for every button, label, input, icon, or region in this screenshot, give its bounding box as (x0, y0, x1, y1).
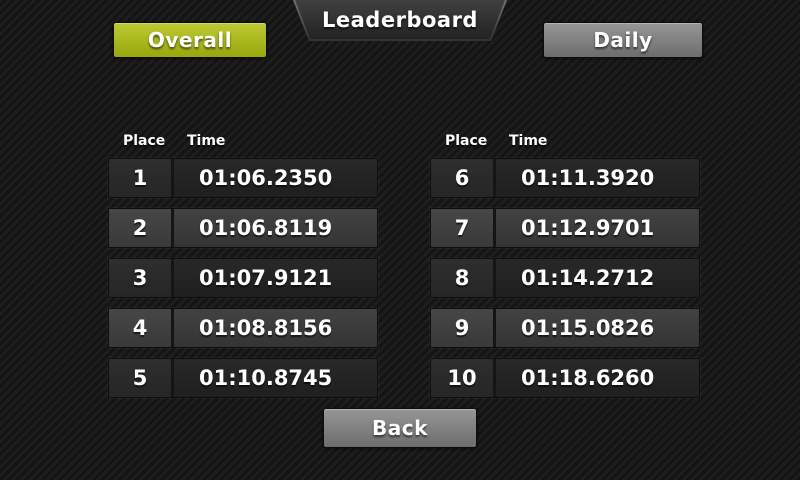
tab-daily[interactable]: Daily (543, 22, 703, 58)
place-cell: 5 (109, 359, 171, 397)
place-value: 9 (454, 316, 470, 340)
column-header: Place Time (108, 133, 378, 150)
time-value: 01:15.0826 (521, 316, 655, 340)
leaderboard-column-right: Place Time 6 01:11.3920 7 01:12.9701 8 0… (430, 133, 700, 408)
place-cell: 3 (109, 259, 171, 297)
time-value: 01:18.6260 (521, 366, 655, 390)
time-value: 01:14.2712 (521, 266, 655, 290)
place-value: 7 (454, 216, 470, 240)
place-cell: 10 (431, 359, 493, 397)
place-cell: 1 (109, 159, 171, 197)
time-value: 01:12.9701 (521, 216, 655, 240)
time-cell: 01:12.9701 (493, 209, 699, 247)
time-value: 01:07.9121 (199, 266, 333, 290)
time-header: Time (509, 133, 548, 149)
place-value: 10 (447, 366, 477, 390)
place-header: Place (123, 133, 166, 149)
leaderboard-row: 2 01:06.8119 (108, 208, 378, 248)
time-cell: 01:15.0826 (493, 309, 699, 347)
time-value: 01:06.8119 (199, 216, 333, 240)
leaderboard-row: 1 01:06.2350 (108, 158, 378, 198)
time-cell: 01:07.9121 (171, 259, 377, 297)
place-cell: 7 (431, 209, 493, 247)
leaderboard-row: 6 01:11.3920 (430, 158, 700, 198)
leaderboard-row: 8 01:14.2712 (430, 258, 700, 298)
leaderboard-row: 9 01:15.0826 (430, 308, 700, 348)
place-cell: 4 (109, 309, 171, 347)
time-value: 01:08.8156 (199, 316, 333, 340)
time-cell: 01:08.8156 (171, 309, 377, 347)
leaderboard-column-left: Place Time 1 01:06.2350 2 01:06.8119 3 0… (108, 133, 378, 408)
tab-overall-label: Overall (147, 28, 233, 52)
place-value: 3 (132, 266, 148, 290)
place-cell: 2 (109, 209, 171, 247)
place-cell: 6 (431, 159, 493, 197)
column-header: Place Time (430, 133, 700, 150)
title-banner: Leaderboard (293, 0, 507, 41)
time-cell: 01:14.2712 (493, 259, 699, 297)
time-cell: 01:11.3920 (493, 159, 699, 197)
time-cell: 01:18.6260 (493, 359, 699, 397)
leaderboard-row: 4 01:08.8156 (108, 308, 378, 348)
place-cell: 9 (431, 309, 493, 347)
leaderboard-row: 10 01:18.6260 (430, 358, 700, 398)
place-value: 5 (132, 366, 148, 390)
title-banner-inner: Leaderboard (295, 0, 505, 39)
leaderboard-row: 7 01:12.9701 (430, 208, 700, 248)
time-cell: 01:10.8745 (171, 359, 377, 397)
time-header: Time (187, 133, 226, 149)
time-cell: 01:06.8119 (171, 209, 377, 247)
time-cell: 01:06.2350 (171, 159, 377, 197)
leaderboard-row: 3 01:07.9121 (108, 258, 378, 298)
back-button[interactable]: Back (323, 408, 477, 448)
tab-overall[interactable]: Overall (113, 22, 267, 58)
page-title: Leaderboard (322, 7, 478, 32)
time-value: 01:10.8745 (199, 366, 333, 390)
leaderboard-row: 5 01:10.8745 (108, 358, 378, 398)
place-header: Place (445, 133, 488, 149)
tab-daily-label: Daily (593, 28, 653, 52)
place-value: 2 (132, 216, 148, 240)
back-button-label: Back (372, 416, 428, 440)
time-value: 01:11.3920 (521, 166, 655, 190)
place-cell: 8 (431, 259, 493, 297)
place-value: 1 (132, 166, 148, 190)
place-value: 4 (132, 316, 148, 340)
place-value: 6 (454, 166, 470, 190)
place-value: 8 (454, 266, 470, 290)
time-value: 01:06.2350 (199, 166, 333, 190)
